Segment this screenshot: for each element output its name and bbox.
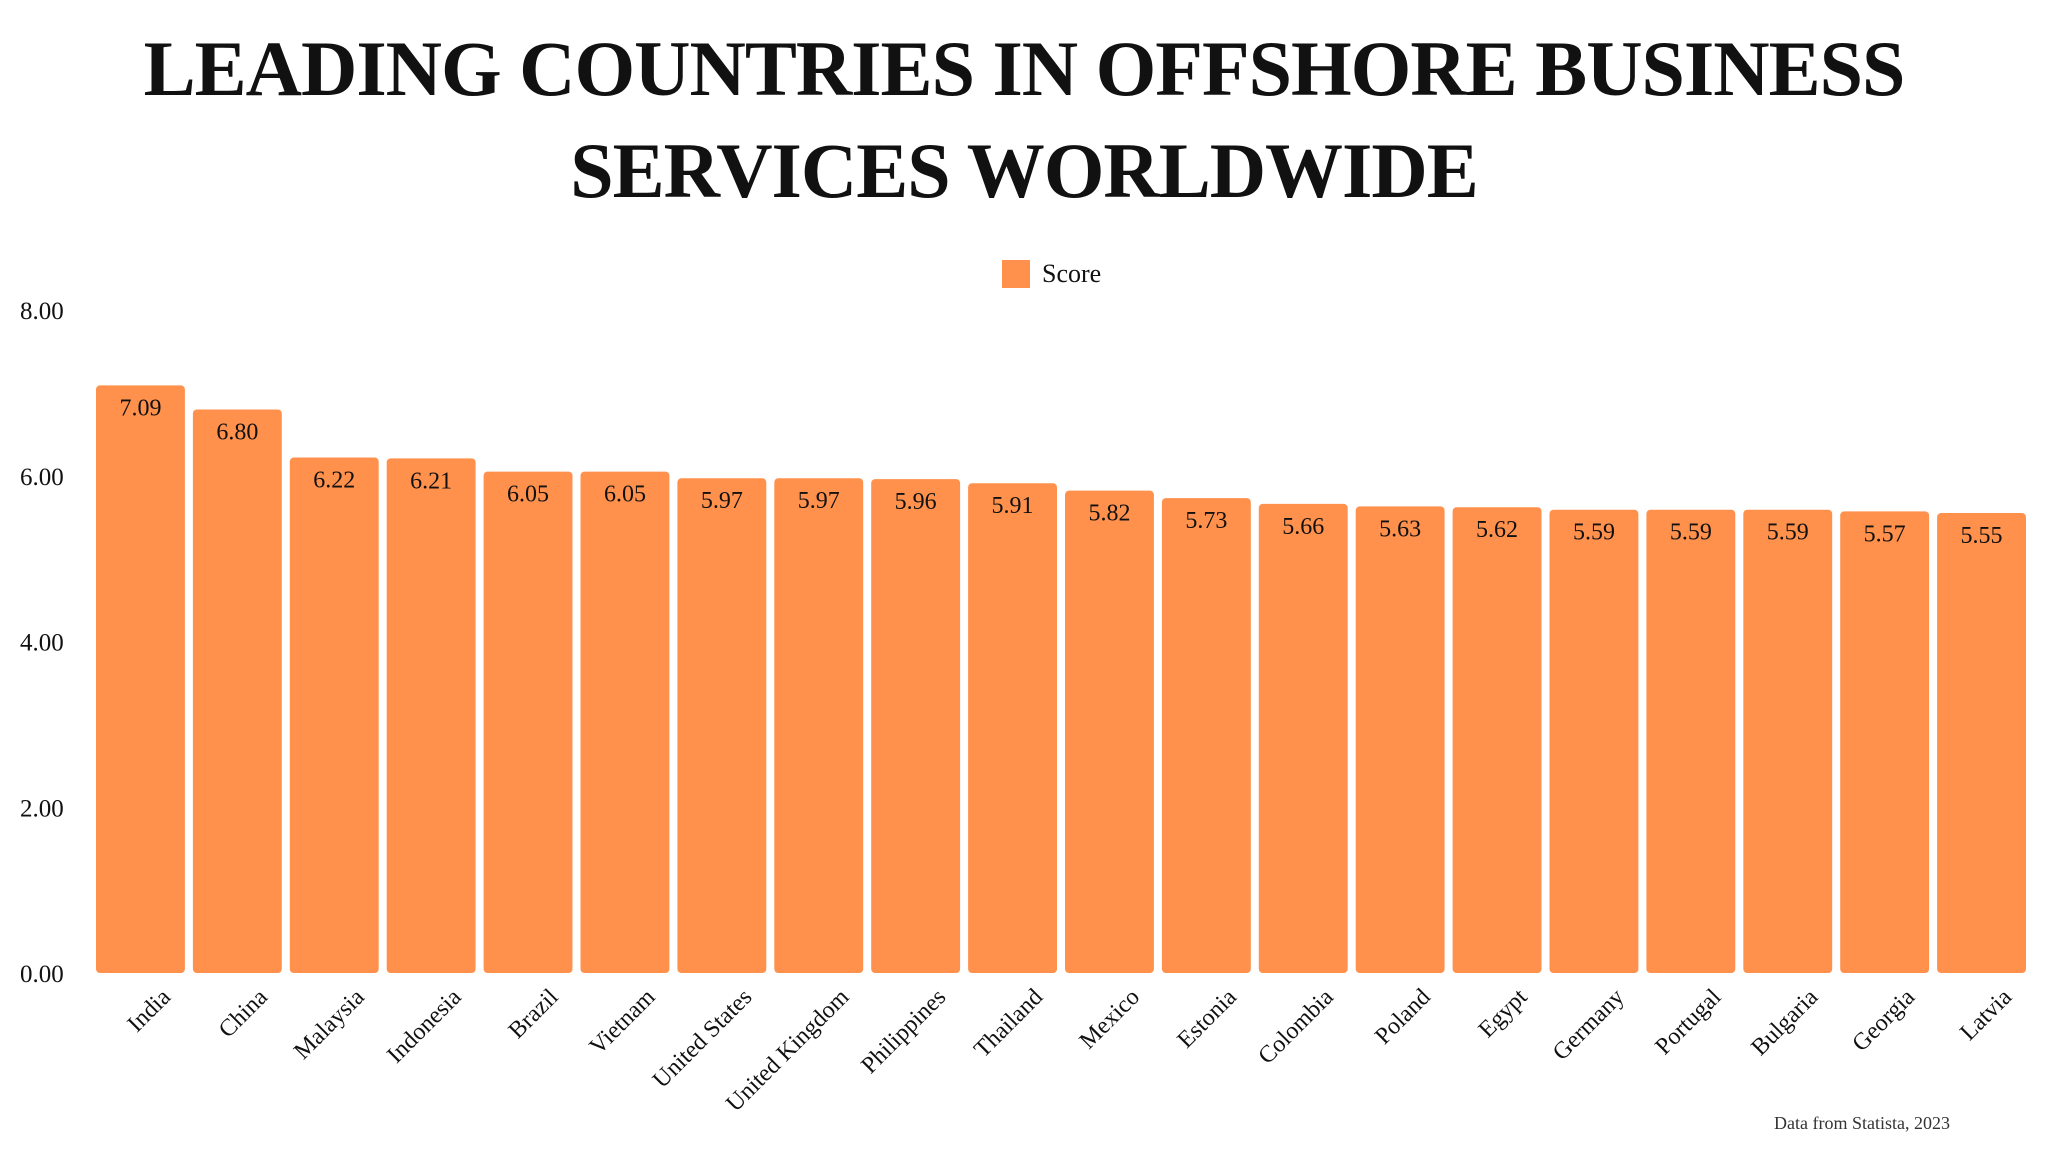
bar	[580, 471, 670, 973]
bar	[386, 458, 476, 973]
data-label: 5.96	[895, 489, 937, 515]
data-label: 6.80	[216, 419, 258, 445]
chart-title: LEADING COUNTRIES IN OFFSHORE BUSINESS S…	[0, 18, 2048, 222]
bar	[1355, 506, 1445, 973]
data-label: 6.22	[313, 468, 355, 494]
x-tick-label: Germany	[1548, 984, 1630, 1066]
data-label: 5.91	[992, 493, 1034, 519]
x-tick-label: Latvia	[1955, 984, 2017, 1046]
data-label: 5.59	[1573, 520, 1615, 546]
x-tick-label: Philippines	[856, 984, 951, 1079]
y-tick-label: 8.00	[20, 298, 64, 325]
data-label: 6.05	[604, 482, 646, 508]
x-tick-label: United States	[648, 984, 757, 1093]
data-label: 5.55	[1961, 523, 2003, 549]
x-tick-label: India	[123, 984, 176, 1037]
chart-title-line-2: SERVICES WORLDWIDE	[570, 127, 1479, 214]
data-label: 5.59	[1670, 520, 1712, 546]
x-tick-label: Brazil	[504, 984, 564, 1044]
bar	[968, 483, 1057, 973]
legend-swatch-score	[1002, 260, 1030, 288]
x-tick-label: Bulgaria	[1746, 984, 1823, 1061]
bar	[1743, 509, 1833, 973]
x-tick-label: China	[214, 984, 273, 1043]
bar	[1452, 507, 1542, 973]
bar	[1258, 503, 1348, 973]
legend-label-score: Score	[1042, 259, 1102, 288]
bar	[289, 457, 379, 974]
y-tick-label: 2.00	[20, 795, 64, 822]
bar	[871, 479, 961, 973]
x-tick-label: Indonesia	[382, 984, 467, 1069]
y-tick-label: 4.00	[20, 630, 64, 657]
x-tick-label: Portugal	[1651, 984, 1727, 1060]
legend: Score	[1002, 258, 1101, 290]
data-label: 6.21	[410, 468, 452, 494]
data-label: 5.57	[1864, 521, 1906, 547]
x-tick-label: Poland	[1370, 984, 1436, 1050]
bar	[1646, 509, 1736, 973]
x-tick-label: Estonia	[1173, 984, 1243, 1054]
y-tick-label: 0.00	[20, 961, 64, 988]
x-tick-label: Thailand	[969, 984, 1048, 1063]
data-label: 5.97	[701, 488, 743, 514]
bar	[1937, 513, 2026, 973]
data-label: 5.63	[1379, 516, 1421, 542]
data-label: 5.97	[798, 488, 840, 514]
x-tick-label: Georgia	[1847, 984, 1920, 1057]
data-label: 5.73	[1185, 508, 1227, 534]
data-label: 5.62	[1476, 517, 1518, 543]
bar	[192, 409, 282, 973]
data-label: 6.05	[507, 482, 549, 508]
data-label: 5.66	[1282, 514, 1324, 540]
x-tick-label: Malaysia	[289, 984, 370, 1065]
bar	[1840, 511, 1930, 973]
data-label: 7.09	[119, 395, 161, 421]
bar	[774, 478, 864, 973]
x-tick-label: Vietnam	[585, 984, 661, 1060]
bar	[1549, 509, 1639, 973]
chart-title-line-1: LEADING COUNTRIES IN OFFSHORE BUSINESS	[143, 25, 1906, 112]
x-tick-label: Colombia	[1253, 984, 1339, 1070]
y-tick-label: 6.00	[20, 464, 64, 491]
bar	[1161, 498, 1251, 973]
x-tick-label: Mexico	[1075, 984, 1145, 1054]
x-tick-label: Egypt	[1474, 984, 1533, 1043]
bar	[677, 478, 767, 973]
data-label: 5.59	[1767, 520, 1809, 546]
source-note: Data from Statista, 2023	[1774, 1113, 1950, 1133]
bar	[483, 471, 573, 973]
data-label: 5.82	[1088, 501, 1130, 527]
bar	[96, 385, 185, 973]
bar	[1065, 490, 1154, 973]
